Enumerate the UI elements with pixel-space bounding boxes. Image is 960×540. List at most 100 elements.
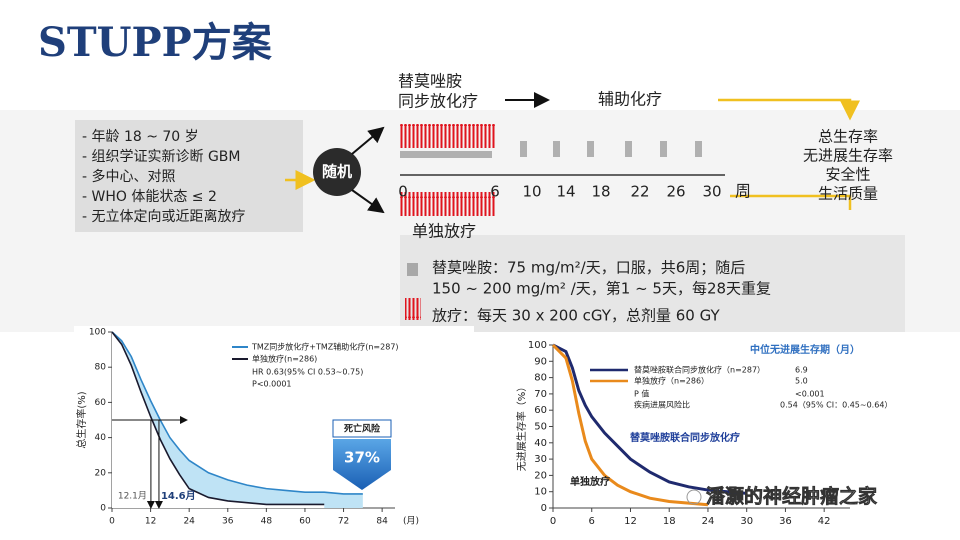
x-tick-label: 48 [261, 517, 273, 527]
y-tick-label: 30 [534, 454, 547, 465]
endpoint: 无进展生存率 [803, 147, 893, 165]
tmz-bar [400, 151, 492, 158]
y-tick-label: 0 [100, 504, 106, 514]
tmz-cycle [660, 141, 667, 157]
series-line [111, 331, 325, 506]
stat-label: 疾病进展风险比 [634, 400, 690, 410]
timeline-tick: 30 [702, 183, 721, 201]
tmz-icon [407, 263, 418, 276]
annotation: 替莫唑胺联合同步放化疗 [630, 431, 740, 444]
legend-text: 替莫唑胺：75 mg/m²/天，口服，共6周；随后 [432, 259, 745, 277]
eligibility-item: - WHO 体能状态 ≤ 2 [82, 189, 217, 205]
x-tick-label: 72 [338, 517, 349, 527]
timeline-tick: 26 [666, 183, 685, 201]
tmz-cycle [695, 141, 702, 157]
endpoint: 生活质量 [818, 185, 878, 203]
watermark-icon [686, 489, 702, 505]
y-tick-label: 40 [534, 438, 547, 449]
area [112, 332, 325, 508]
y-tick-label: 40 [95, 433, 107, 443]
legend-label: 替莫唑胺联合同步放化疗（n=287） [634, 365, 765, 375]
y-tick-label: 60 [534, 405, 547, 416]
y-tick-label: 0 [541, 503, 547, 514]
x-tick-label: 0 [109, 517, 115, 527]
eligibility-item: - 组织学证实新诊断 GBM [82, 149, 240, 165]
y-tick-label: 10 [534, 487, 547, 498]
y-tick-label: 20 [95, 468, 107, 478]
x-tick-label: 36 [222, 517, 234, 527]
y-tick-label: 80 [95, 363, 107, 373]
legend-text: 放疗：每天 30 x 200 cGY，总剂量 60 GY [432, 307, 720, 325]
tmz-cycle [625, 141, 632, 157]
legend-box [400, 235, 905, 332]
arm-label: 同步放化疗 [398, 92, 478, 111]
rt-icon [400, 124, 495, 148]
risk-title: 死亡风险 [343, 423, 381, 435]
annotation: 单独放疗 [570, 475, 610, 488]
stat-value: 0.54（95% CI：0.45~0.64） [780, 401, 892, 410]
eligibility-box [75, 120, 303, 232]
y-tick-label: 60 [95, 398, 107, 408]
y-tick-label: 20 [534, 470, 547, 481]
x-tick-label: 12 [624, 516, 637, 527]
eligibility-item: - 多中心、对照 [82, 168, 176, 185]
y-axis-label: 无进展生存率（%） [515, 382, 528, 472]
eligibility-item: - 无立体定向或近距离放疗 [82, 208, 246, 225]
tmz-cycle [520, 141, 527, 157]
rt-icon [400, 192, 495, 216]
timeline-tick: 22 [630, 183, 649, 201]
legend-value: 5.0 [795, 377, 808, 386]
x-tick-label: 24 [702, 516, 715, 527]
rt-icon [405, 298, 421, 320]
series-line [111, 331, 363, 495]
x-tick-label: 60 [299, 517, 311, 527]
legend-value: 6.9 [795, 366, 808, 375]
adjuvant-label: 辅助化疗 [598, 90, 662, 109]
tmz-cycle [587, 141, 594, 157]
risk-arrow [333, 439, 391, 490]
arrow [351, 189, 385, 214]
x-tick-label: 36 [779, 516, 792, 527]
x-tick-label: 18 [663, 516, 676, 527]
y-tick-label: 70 [534, 389, 547, 400]
series-line [551, 343, 709, 507]
randomize-circle [313, 148, 361, 196]
y-tick-label: 50 [534, 422, 547, 433]
risk-label: 37% [344, 449, 380, 467]
timeline-tick: 18 [591, 183, 610, 201]
arm-label: 单独放疗 [412, 222, 476, 241]
timeline-tick: 6 [490, 183, 500, 201]
legend-text: 150 ~ 200 mg/m² /天，第1 ~ 5天，每28天重复 [432, 280, 771, 298]
area [112, 332, 363, 508]
timeline-tick: 14 [556, 183, 575, 201]
endpoint: 总生存率 [818, 128, 878, 146]
timeline-tick: 0 [398, 183, 408, 201]
randomize-label: 随机 [322, 163, 352, 181]
timeline-tick: 10 [522, 183, 541, 201]
x-tick-label: 0 [550, 516, 556, 527]
y-axis-label: 总生存率(%) [75, 391, 88, 448]
x-tick-label: 84 [376, 517, 388, 527]
stat-value: <0.001 [795, 390, 825, 399]
series-line [552, 343, 747, 495]
risk-box [332, 419, 392, 438]
y-tick-label: 90 [534, 356, 547, 367]
x-tick-label: 6 [589, 516, 595, 527]
arm-label: 替莫唑胺 [398, 72, 462, 91]
stat-label: P 值 [634, 389, 649, 399]
y-tick-label: 100 [89, 328, 106, 338]
x-tick-label: 42 [818, 516, 831, 527]
slide-title: STUPP方案 [38, 19, 273, 66]
median-label: 14.6月 [161, 490, 196, 502]
tmz-cycle [553, 141, 560, 157]
eligibility-item: - 年龄 18 ~ 70 岁 [82, 129, 199, 145]
legend-title: 中位无进展生存期（月） [750, 343, 860, 356]
connector [730, 194, 852, 210]
watermark: 潘灏的神经肿瘤之家 [706, 485, 878, 508]
timeline-unit: 周 [735, 182, 751, 201]
arrow [718, 98, 860, 121]
endpoint: 安全性 [825, 166, 870, 184]
y-tick-label: 80 [534, 373, 547, 384]
